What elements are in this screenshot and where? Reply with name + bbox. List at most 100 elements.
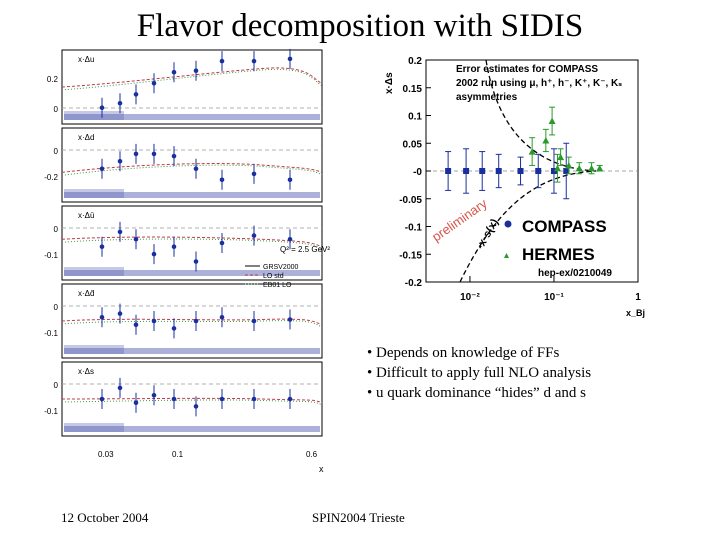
panel-data-point xyxy=(193,259,199,264)
panel-error-band-highlight xyxy=(64,189,124,198)
legend: GRSV2000 LO std EB01 LO xyxy=(245,264,299,289)
panel-data-point xyxy=(117,100,123,106)
panel-label: x·Δu xyxy=(78,55,94,64)
panel-data-point xyxy=(251,171,257,177)
panel-data-point xyxy=(133,237,139,242)
panel-data-point xyxy=(99,244,105,249)
compass-data-point xyxy=(550,168,557,174)
panel-data-point xyxy=(219,58,225,64)
q2-label: Q² = 2.5 GeV² xyxy=(280,245,330,254)
x-tick-0: 0.03 xyxy=(98,450,114,459)
curve-eb01 xyxy=(61,320,323,328)
panel-tick-label: -0.1 xyxy=(44,251,58,260)
panel-label: x·Δd̄ xyxy=(78,289,94,298)
curve-lo-std xyxy=(61,236,323,248)
panel-label: x·Δd xyxy=(78,133,94,142)
panel-data-point xyxy=(151,81,157,86)
x-axis-ticks: 0.03 0.1 0.6 x xyxy=(98,450,324,474)
y-tick-label: 0.1 xyxy=(408,112,422,123)
panel-data-point xyxy=(151,151,157,157)
y-tick-label: -0 xyxy=(413,167,422,178)
panel-data-point xyxy=(117,311,123,316)
panel-data-point xyxy=(171,396,177,402)
curve-eb01 xyxy=(61,68,323,91)
compass-data-point xyxy=(463,168,470,174)
panel-data-point xyxy=(219,396,225,402)
panel-tick-label: 0 xyxy=(54,381,59,390)
x-tick-2: 0.6 xyxy=(306,450,318,459)
panel-data-point xyxy=(219,240,225,246)
curve-lo-std xyxy=(61,67,323,88)
hermes-data-point xyxy=(553,164,561,172)
compass-data-point xyxy=(535,168,542,174)
legend-lostd: LO std xyxy=(263,273,284,280)
panel-data-point xyxy=(151,251,157,257)
error-envelope xyxy=(459,59,597,283)
y-tick-label: -0.1 xyxy=(405,223,423,234)
x-tick-1: 0.1 xyxy=(172,450,184,459)
bullet-item: • u quark dominance “hides” d and s xyxy=(367,385,586,401)
panel-data-point xyxy=(171,69,177,75)
compass-data-point xyxy=(495,168,502,174)
compass-data-point xyxy=(517,168,524,174)
panel-data-point xyxy=(133,92,139,97)
x-tick-label: 1 xyxy=(635,292,641,303)
panel-error-band-highlight xyxy=(64,345,124,354)
chart-title-line2: 2002 run using μ, h⁺, h⁻, K⁺, K⁻, Kₛ xyxy=(456,78,622,89)
panel-data-point xyxy=(287,56,293,62)
legend-compass-marker xyxy=(504,220,512,228)
panel-data-point xyxy=(251,58,257,64)
x-axis-label: x_Bj xyxy=(626,308,645,318)
panel-2: x·Δū 0 -0.1 xyxy=(44,205,323,281)
slide-title: Flavor decomposition with SIDIS xyxy=(136,8,584,44)
panel-tick-label: -0.1 xyxy=(44,329,58,338)
hermes-data-point xyxy=(588,164,596,172)
panel-data-point xyxy=(287,237,293,242)
panel-1: x·Δd 0 -0.2 xyxy=(44,127,323,203)
panel-error-band-highlight xyxy=(64,111,124,120)
curve-eb01 xyxy=(61,238,323,250)
curve-lo-std xyxy=(61,318,323,326)
panel-data-point xyxy=(133,400,139,406)
bullet-item: • Depends on knowledge of FFs xyxy=(367,345,560,361)
hermes-data-point xyxy=(528,148,536,155)
delta-s-error-chart: x·Δs 0.20.150.10.05-0-0.05-0.1-0.15-0.2 … xyxy=(384,56,645,318)
panel-data-point xyxy=(151,393,157,398)
panel-error-band xyxy=(64,348,320,354)
panel-data-point xyxy=(117,229,123,235)
panel-data-point xyxy=(287,317,293,322)
legend-hermes-marker xyxy=(504,253,509,258)
panel-label: x·Δū xyxy=(78,211,94,220)
legend-hermes: HERMES xyxy=(522,245,595,264)
legend-grsv: GRSV2000 xyxy=(263,264,299,271)
y-tick-label: -0.15 xyxy=(399,250,422,261)
panel-tick-label: 0 xyxy=(54,303,59,312)
panel-data-point xyxy=(171,244,177,249)
panel-error-band xyxy=(64,270,320,276)
hermes-data-point xyxy=(548,117,556,125)
panel-data-point xyxy=(193,166,199,171)
y-tick-label: 0.2 xyxy=(408,56,422,67)
panel-data-point xyxy=(219,177,225,183)
panel-data-point xyxy=(251,318,257,324)
compass-data-point xyxy=(563,168,570,174)
y-tick-label: 0.05 xyxy=(403,139,423,150)
hermes-data-point xyxy=(575,164,583,172)
curve-lo-std xyxy=(61,397,323,404)
legend-eb01: EB01 LO xyxy=(263,282,292,289)
panel-error-band-highlight xyxy=(64,423,124,432)
chart-title-line1: Error estimates for COMPASS xyxy=(456,64,598,75)
panel-error-band xyxy=(64,114,320,120)
y-axis-label: x·Δs xyxy=(384,72,395,94)
panel-data-point xyxy=(117,385,123,391)
compass-data-point xyxy=(445,168,452,174)
panel-tick-label: -0.1 xyxy=(44,407,58,416)
y-tick-label: 0.15 xyxy=(403,84,423,95)
panel-data-point xyxy=(219,315,225,320)
x-ticks: 10⁻² 10⁻¹ 1 xyxy=(460,276,641,303)
panel-tick-label: 0 xyxy=(54,105,59,114)
panel-data-point xyxy=(99,105,105,111)
y-tick-label: -0.05 xyxy=(399,195,422,206)
panel-data-point xyxy=(251,233,257,238)
panel-data-point xyxy=(99,166,105,171)
